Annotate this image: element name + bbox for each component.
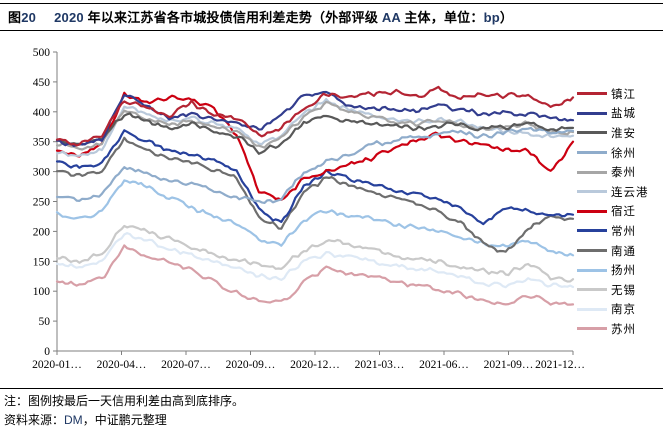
legend-label: 淮安	[611, 127, 636, 140]
legend-item: 镇江	[577, 84, 663, 104]
text-segment: 2020	[54, 10, 88, 25]
legend-label: 泰州	[611, 167, 636, 180]
text-segment: AA	[381, 10, 401, 25]
series-line-扬州	[55, 179, 575, 257]
notes-divider	[0, 388, 663, 389]
series-line-淮安	[55, 112, 575, 155]
legend-item: 宿迁	[577, 202, 663, 222]
x-axis-label: 2021-06…	[419, 359, 469, 371]
legend-swatch-icon	[577, 249, 607, 253]
y-axis-label: 500	[33, 47, 51, 59]
x-axis-label: 2021-12…	[535, 359, 585, 371]
legend-label: 镇江	[611, 88, 636, 101]
y-axis-label: 100	[33, 286, 51, 298]
legend-swatch-icon	[577, 229, 607, 233]
legend-swatch-icon	[577, 170, 607, 174]
x-axis-label: 2020-01…	[32, 359, 82, 371]
series-line-镇江	[55, 85, 575, 147]
figure-title-row: 图20 2020 年以来江苏省各市城投债信用利差走势（外部评级 AA 主体，单位：…	[8, 7, 658, 26]
legend-item: 苏州	[577, 319, 663, 339]
text-segment: ）	[499, 10, 514, 25]
y-axis-label: 200	[33, 226, 51, 238]
legend-swatch-icon	[577, 268, 607, 272]
series-line-南京	[55, 232, 575, 289]
series-line-徐州	[55, 126, 575, 204]
series-line-常州	[55, 129, 575, 226]
y-axis-label: 400	[33, 107, 51, 119]
series-line-南通	[55, 136, 575, 253]
legend-label: 盐城	[611, 108, 636, 121]
y-axis-label: 0	[44, 346, 50, 358]
x-axis-label: 2020-12…	[290, 359, 340, 371]
legend-swatch-icon	[577, 190, 607, 194]
figure-title: 2020 年以来江苏省各市城投债信用利差走势（外部评级 AA 主体，单位：bp）	[54, 10, 513, 25]
legend-label: 连云港	[611, 186, 649, 199]
series-line-苏州	[55, 244, 575, 306]
y-axis-label: 250	[33, 197, 51, 209]
series-line-无锡	[55, 224, 575, 283]
top-divider	[0, 3, 663, 4]
legend-item: 南京	[577, 300, 663, 320]
legend-label: 徐州	[611, 147, 636, 160]
text-segment: DM	[64, 413, 83, 427]
legend-swatch-icon	[577, 151, 607, 155]
x-axis-label: 2021-03…	[355, 359, 405, 371]
legend-item: 徐州	[577, 143, 663, 163]
text-segment: ，中证鹏元整理	[82, 413, 167, 427]
series-line-宿迁	[55, 91, 575, 201]
line-chart: 0 50 100 150 200 250 300 350 400 450 500 2020-01… 20…	[32, 47, 585, 371]
y-axis-label: 50	[39, 316, 51, 328]
legend-swatch-icon	[577, 111, 607, 115]
y-axis-label: 450	[33, 77, 51, 89]
series-line-盐城	[55, 90, 575, 148]
legend-item: 扬州	[577, 260, 663, 280]
legend-swatch-icon	[577, 307, 607, 311]
legend-item: 南通	[577, 241, 663, 261]
figure-source: 资料来源：DM，中证鹏元整理	[4, 411, 167, 428]
legend-label: 无锡	[611, 284, 636, 297]
x-axis-label: 2020-09…	[226, 359, 276, 371]
legend-item: 盐城	[577, 104, 663, 124]
text-segment: bp	[483, 10, 500, 25]
text-segment: 年以来江苏省各市城投债信用利差走势（外部评级	[87, 10, 382, 25]
x-axis-label: 2020-07…	[161, 359, 211, 371]
legend-label: 常州	[611, 225, 636, 238]
legend-swatch-icon	[577, 92, 607, 96]
y-axis-label: 300	[33, 167, 51, 179]
legend-item: 淮安	[577, 123, 663, 143]
series-line-泰州	[55, 100, 575, 151]
title-divider	[0, 30, 663, 31]
legend-label: 苏州	[611, 323, 636, 336]
legend-swatch-icon	[577, 288, 607, 292]
legend-item: 常州	[577, 221, 663, 241]
figure-note: 注：图例按最后一天信用利差由高到底排序。	[4, 394, 245, 408]
legend-label: 扬州	[611, 265, 636, 278]
text-segment: 资料来源：	[4, 413, 65, 427]
text-segment: 20	[21, 10, 37, 25]
legend-label: 南通	[611, 245, 636, 258]
legend-swatch-icon	[577, 131, 607, 135]
legend-item: 连云港	[577, 182, 663, 202]
x-axis-label: 2020-04…	[97, 359, 147, 371]
legend-item: 无锡	[577, 280, 663, 300]
legend-item: 泰州	[577, 162, 663, 182]
legend-swatch-icon	[577, 209, 607, 213]
text-segment: 主体，单位：	[400, 10, 484, 25]
y-axis-label: 150	[33, 256, 51, 268]
legend-swatch-icon	[577, 327, 607, 331]
legend-label: 南京	[611, 304, 636, 317]
chart-legend: 镇江盐城淮安徐州泰州连云港宿迁常州南通扬州无锡南京苏州	[577, 84, 663, 339]
figure-tag: 图20	[8, 7, 36, 26]
y-axis-label: 350	[33, 137, 51, 149]
x-axis-label: 2021-09…	[484, 359, 534, 371]
legend-label: 宿迁	[611, 206, 636, 219]
text-segment: 图	[8, 10, 22, 25]
